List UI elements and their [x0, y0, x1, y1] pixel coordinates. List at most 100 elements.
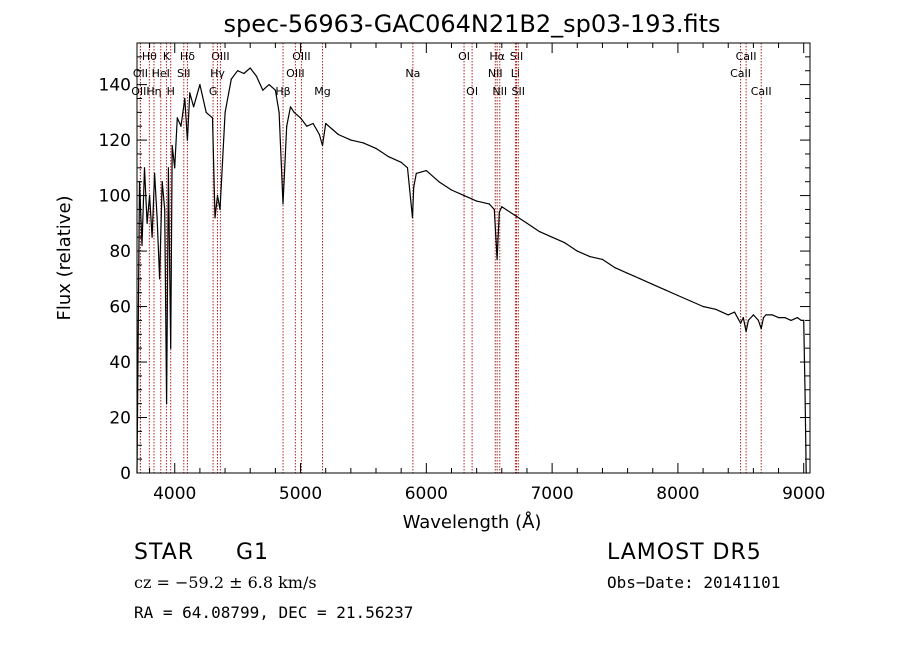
data-point [278, 111, 280, 113]
data-point [765, 314, 767, 316]
data-point [689, 300, 692, 302]
line-marker-label: Hη [146, 85, 161, 98]
line-marker-label: OIII [292, 50, 310, 63]
data-point [167, 167, 169, 169]
data-point [488, 203, 490, 205]
y-axis-label: Flux (relative) [54, 195, 75, 320]
data-point [159, 278, 161, 280]
line-marker-label: CaII [751, 85, 772, 98]
object-subclass: G1 [236, 540, 270, 565]
data-point [166, 403, 168, 405]
data-point [243, 72, 245, 75]
line-marker-label: NII [488, 67, 503, 80]
data-point [186, 139, 188, 141]
data-point [784, 317, 786, 319]
data-point [415, 172, 417, 174]
data-point [375, 147, 377, 149]
data-point [268, 84, 270, 86]
x-tick-label: 4000 [153, 484, 196, 504]
data-point [170, 347, 172, 349]
data-point [747, 319, 750, 321]
line-marker-label: SII [177, 67, 190, 80]
observation-date: Obs−Date: 20141101 [607, 573, 781, 592]
data-point [350, 139, 352, 141]
axes: 4000 5000 6000 7000 8000 9000 0 20 40 60 80 100 120 1… [99, 42, 825, 504]
data-point [321, 145, 324, 147]
chart-title: spec-56963-GAC064N21B2_sp03-193.fits [223, 10, 720, 38]
data-point [214, 217, 216, 219]
data-point [221, 161, 224, 163]
data-point [274, 89, 276, 91]
x-axis-label: Wavelength (Å) [403, 511, 542, 533]
line-marker-label: Hγ [210, 67, 225, 80]
data-point [496, 258, 498, 260]
data-point [219, 208, 221, 211]
data-point [161, 181, 163, 183]
data-point [745, 330, 747, 333]
data-point [498, 211, 500, 213]
data-point [262, 89, 264, 91]
data-point [501, 206, 503, 208]
data-point [438, 181, 440, 183]
data-point [589, 256, 591, 258]
data-point [450, 189, 453, 191]
y-tick-label: 120 [99, 131, 131, 151]
line-marker-label: K [163, 50, 171, 63]
data-point [538, 231, 541, 233]
data-point [293, 111, 295, 113]
line-marker-label: Hβ [275, 85, 290, 98]
data-point [171, 145, 173, 147]
data-point [388, 156, 390, 158]
spectrum-line [136, 67, 807, 474]
data-point [362, 142, 364, 144]
data-point [141, 244, 143, 247]
line-marker-label: Hθ [142, 50, 157, 63]
line-marker-label: OIII [286, 67, 304, 80]
data-point [146, 222, 148, 224]
y-tick-label: 100 [99, 187, 131, 207]
data-point [143, 167, 146, 169]
data-point [796, 317, 799, 319]
line-marker-label: CaII [730, 67, 751, 80]
data-point [211, 117, 214, 119]
y-tick-label: 140 [99, 76, 131, 96]
data-point [337, 133, 339, 136]
data-point [551, 236, 553, 238]
data-point [733, 311, 736, 313]
line-marker-label: Hδ [180, 50, 195, 63]
object-class: STAR [134, 540, 195, 565]
data-point [193, 106, 195, 108]
data-point [282, 203, 284, 205]
data-point [174, 167, 176, 169]
data-point [411, 217, 414, 219]
line-marker-label: NII [492, 85, 507, 98]
y-tick-label: 60 [109, 298, 131, 318]
data-point [249, 67, 251, 69]
data-point [216, 195, 219, 197]
line-marker-label: OIII [211, 50, 229, 63]
data-point [230, 78, 232, 80]
data-point [742, 317, 744, 319]
data-point [180, 125, 182, 127]
data-point [151, 236, 153, 238]
data-point [164, 208, 166, 211]
line-marker-label: G [209, 85, 218, 98]
line-marker-label: HeI [152, 67, 170, 80]
x-tick-label: 9000 [782, 484, 825, 504]
data-point [149, 195, 151, 197]
y-tick-label: 20 [109, 409, 131, 429]
data-point [614, 267, 616, 269]
data-point [627, 272, 629, 274]
data-point [493, 208, 495, 211]
x-tick-label: 5000 [279, 484, 322, 504]
survey-name: LAMOST DR5 [607, 540, 762, 565]
data-point [652, 283, 654, 285]
data-point [715, 308, 717, 310]
y-tick-label: 80 [109, 242, 131, 262]
data-point [255, 75, 258, 77]
x-tick-label: 8000 [656, 484, 699, 504]
data-point [677, 294, 679, 297]
line-marker-label: Li [511, 67, 520, 80]
data-point [771, 314, 773, 316]
